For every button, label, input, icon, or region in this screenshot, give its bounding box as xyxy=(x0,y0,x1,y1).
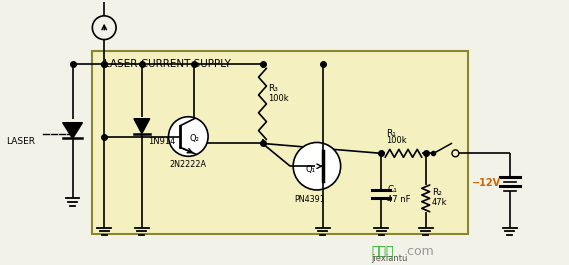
Text: .com: .com xyxy=(404,245,435,258)
Text: C₁: C₁ xyxy=(387,186,397,195)
Text: PN4391: PN4391 xyxy=(294,195,325,204)
Text: LASER: LASER xyxy=(6,136,35,145)
Circle shape xyxy=(168,117,208,156)
Text: 47 nF: 47 nF xyxy=(387,195,411,204)
Text: R₃: R₃ xyxy=(269,84,278,93)
Polygon shape xyxy=(63,123,83,139)
Text: jiexiantu: jiexiantu xyxy=(372,254,408,263)
Text: 100k: 100k xyxy=(386,136,407,145)
Text: Q₂: Q₂ xyxy=(189,134,199,143)
Text: LASER·CURRENT SUPPLY: LASER·CURRENT SUPPLY xyxy=(104,59,231,69)
FancyBboxPatch shape xyxy=(92,51,468,235)
Text: R₂: R₂ xyxy=(432,188,442,197)
Text: 100k: 100k xyxy=(269,94,289,103)
Text: Q₁: Q₁ xyxy=(306,165,316,174)
Text: 1N914: 1N914 xyxy=(148,136,175,145)
Polygon shape xyxy=(134,119,150,134)
Text: 2N2222A: 2N2222A xyxy=(170,160,207,169)
Text: 47k: 47k xyxy=(432,198,447,207)
Circle shape xyxy=(293,143,341,190)
Text: R₁: R₁ xyxy=(386,129,396,138)
Text: 接线图: 接线图 xyxy=(372,245,394,258)
Text: −12V: −12V xyxy=(472,178,501,188)
